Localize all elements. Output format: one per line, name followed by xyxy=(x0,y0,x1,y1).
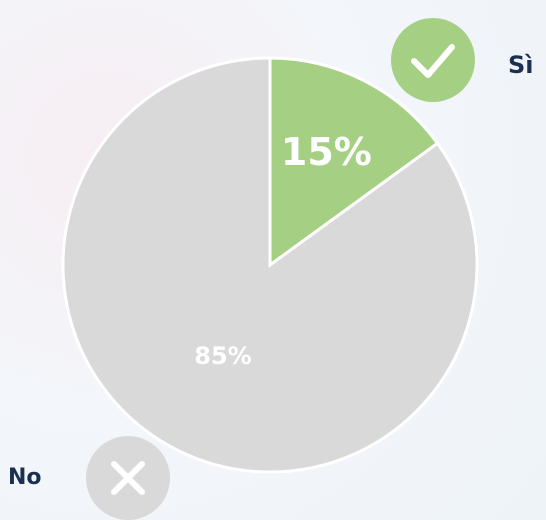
pie-slice xyxy=(61,56,479,474)
pie-slice xyxy=(268,56,440,268)
check-icon xyxy=(411,44,455,78)
legend-icon xyxy=(391,18,475,102)
pie: 15% 85% xyxy=(61,56,479,474)
legend: Sì No xyxy=(8,18,534,520)
legend-label: Sì xyxy=(508,51,534,79)
legend-label: No xyxy=(8,465,42,490)
x-icon xyxy=(111,461,145,495)
value-label: 15% xyxy=(281,130,372,174)
value-label: 85% xyxy=(194,342,251,370)
